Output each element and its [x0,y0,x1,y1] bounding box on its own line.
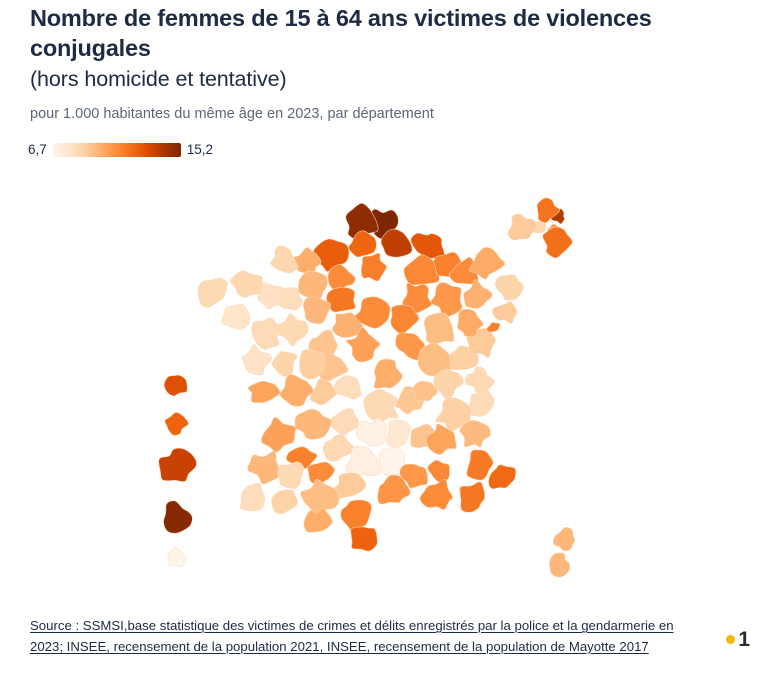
legend-max-label: 15,2 [186,142,214,158]
department-33[interactable]: Gironde — 10,3 [261,417,296,452]
department-35[interactable]: Ille-et-Vilaine — 8 [257,282,282,309]
department-32[interactable]: Gers — 8,4 [278,462,304,489]
department-61[interactable]: Orne — 9,6 [298,271,327,300]
department-73[interactable]: Savoie — 8,3 [469,389,494,416]
department-23[interactable]: Creuse — 8,2 [334,375,361,399]
department-13[interactable]: Bouches-du-Rhône — 11 [420,479,453,509]
department-21[interactable]: Côte-d'Or — 9,4 [424,313,454,344]
department-56[interactable]: Morbihan — 7,8 [222,304,250,329]
department-66[interactable]: Pyrénées-Orientales — 12,2 [351,527,378,551]
department-05[interactable]: Hautes-Alpes — 9,5 [460,420,491,447]
department-60[interactable]: Oise — 11,4 [361,253,386,281]
department-2A[interactable]: Corse-du-Sud — 9,6 [549,553,570,577]
department-22[interactable]: Côtes-d'Armor — 8,5 [230,271,262,297]
department-54[interactable]: Meurthe-et-Moselle — 11 [449,257,478,284]
department-29[interactable]: Finistère — 8,4 [198,278,227,307]
legend-min-label: 6,7 [28,142,47,158]
department-16[interactable]: Charente — 9,9 [280,375,314,407]
department-65[interactable]: Hautes-Pyrénées — 8,7 [271,490,297,514]
department-68[interactable]: Haut-Rhin — 9 [493,302,517,324]
department-41[interactable]: Loir-et-Cher — 9,8 [332,313,363,338]
department-971[interactable]: Guadeloupe — 12,8 [164,375,187,396]
page-subtitle: (hors homicide et tentative) [30,67,287,92]
department-78[interactable]: Yvelines — 9 [508,214,536,240]
department-44[interactable]: Loire-Atlantique — 8,3 [252,318,279,350]
department-24[interactable]: Dordogne — 9,6 [295,409,332,439]
department-50[interactable]: Manche — 8,5 [270,246,298,273]
department-34[interactable]: Hérault — 10,7 [378,475,411,504]
department-90[interactable]: Territoire de Belfort — 11,4 [487,322,500,332]
department-2B[interactable]: Haute-Corse — 9,6 [553,527,574,550]
department-74[interactable]: Haute-Savoie — 8,4 [465,367,494,393]
department-79[interactable]: Deux-Sèvres — 8,6 [272,351,297,376]
department-976[interactable]: Mayotte — 6,8 [168,548,186,566]
department-45[interactable]: Loiret — 11 [353,297,391,329]
source-note: Source : SSMSI,base statistique des vict… [30,618,674,654]
department-19[interactable]: Corrèze — 8,3 [330,409,359,436]
department-64[interactable]: Pyrénées-Atlantiques — 8,2 [240,483,264,511]
department-26[interactable]: Drôme — 10,2 [426,424,456,455]
department-973[interactable]: Guyane — 13,4 [159,448,197,481]
department-06[interactable]: Alpes-Maritimes — 12 [488,465,515,489]
footer: Source : SSMSI,base statistique des vict… [30,616,690,658]
department-09[interactable]: Ariège — 9,9 [304,508,333,532]
department-28[interactable]: Eure-et-Loir — 11,6 [326,287,355,312]
department-12[interactable]: Aveyron — 7,1 [345,446,380,476]
department-10[interactable]: Aube — 11 [402,283,431,313]
department-82[interactable]: Tarn-et-Garonne — 11 [308,462,335,486]
department-70[interactable]: Haute-Saône — 10 [457,309,483,337]
department-17[interactable]: Charente-Maritime — 10,2 [248,381,280,403]
department-87[interactable]: Haute-Vienne — 9 [310,379,336,405]
department-83[interactable]: Var — 11,6 [460,482,485,513]
bullet-dot-icon [726,635,736,644]
page-marker: 1 [726,629,750,650]
department-27[interactable]: Eure — 11 [328,264,355,291]
department-46[interactable]: Lot — 8,4 [323,435,353,461]
department-77[interactable]: Seine-et-Marne — 11,8 [543,227,573,258]
department-18[interactable]: Cher — 10,3 [346,327,380,362]
france-departments-svg[interactable]: Nord — 15,2Pas-de-Calais — 14,8Aisne — 1… [150,172,640,597]
department-974[interactable]: La Réunion — 15 [163,501,192,534]
header: Nombre de femmes de 15 à 64 ans victimes… [30,4,742,125]
department-80[interactable]: Somme — 12,1 [349,231,377,257]
department-88[interactable]: Vosges — 9,8 [463,279,492,308]
department-89[interactable]: Yonne — 11,2 [391,305,419,334]
department-85[interactable]: Vendée — 7,9 [242,344,272,374]
department-67[interactable]: Bas-Rhin — 8,6 [495,275,523,301]
department-52[interactable]: Haute-Marne — 10,6 [430,282,462,316]
department-01[interactable]: Ain — 8,6 [434,369,464,398]
department-84[interactable]: Vaucluse — 11,1 [428,460,450,482]
department-11[interactable]: Aude — 11,3 [341,500,372,531]
department-03[interactable]: Allier — 9,9 [374,359,402,388]
department-08[interactable]: Ardennes — 12,6 [411,233,444,259]
department-51[interactable]: Marne — 11,1 [404,255,440,285]
department-63[interactable]: Puy-de-Dôme — 8,4 [364,389,398,423]
department-15[interactable]: Cantal — 7 [356,418,386,446]
department-02[interactable]: Aisne — 13,6 [381,229,412,257]
department-04[interactable]: Alpes-de-Haute-Provence — 11,5 [467,450,494,480]
department-95[interactable]: Val-d'Oise — 11,7 [537,198,560,223]
department-40[interactable]: Landes — 9,6 [247,451,278,484]
page-title: Nombre de femmes de 15 à 64 ans victimes… [30,5,652,61]
color-legend: 6,7 15,2 [28,143,213,157]
department-972[interactable]: Martinique — 12,2 [165,412,189,435]
department-43[interactable]: Haute-Loire — 7,6 [386,420,410,447]
department-86[interactable]: Vienne — 8,9 [300,349,326,379]
department-81[interactable]: Tarn — 9 [334,473,366,498]
department-57[interactable]: Moselle — 10 [469,247,505,279]
department-72[interactable]: Sarthe — 9,6 [303,297,330,324]
choropleth-map[interactable]: Nord — 15,2Pas-de-Calais — 14,8Aisne — 1… [150,172,640,597]
page-number: 1 [738,628,750,651]
legend-gradient-bar [52,143,181,157]
department-30[interactable]: Gard — 10,6 [400,464,428,488]
page-note: pour 1.000 habitantes du même âge en 202… [30,106,434,123]
department-69[interactable]: Rhône — 9,3 [413,381,438,401]
